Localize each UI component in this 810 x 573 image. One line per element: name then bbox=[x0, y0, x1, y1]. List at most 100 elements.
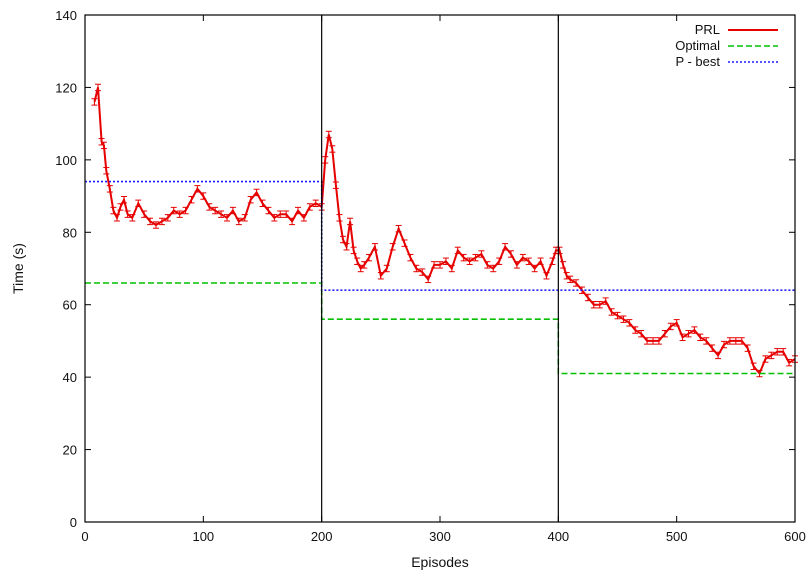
data-point bbox=[357, 264, 364, 273]
data-point bbox=[247, 195, 254, 204]
data-point bbox=[691, 326, 698, 334]
data-point bbox=[401, 239, 408, 247]
data-point bbox=[295, 206, 301, 215]
data-point bbox=[235, 217, 242, 226]
data-point bbox=[673, 319, 680, 327]
data-point bbox=[549, 257, 556, 265]
x-tick-label: 300 bbox=[429, 529, 451, 544]
data-point bbox=[383, 264, 390, 273]
data-point bbox=[366, 253, 372, 262]
data-point bbox=[732, 337, 739, 345]
data-point bbox=[567, 275, 574, 284]
axes: 0 100 200 300 400 500 600 0 20 40 60 80 100 120 140 bbox=[55, 8, 806, 544]
data-point bbox=[188, 195, 195, 204]
data-point bbox=[124, 210, 131, 218]
data-point bbox=[395, 224, 402, 233]
data-point bbox=[413, 264, 420, 273]
data-point bbox=[531, 264, 538, 273]
plot-area bbox=[85, 83, 798, 378]
data-point bbox=[95, 83, 102, 92]
data-point bbox=[176, 210, 183, 218]
data-point bbox=[513, 261, 520, 269]
data-point bbox=[650, 337, 656, 345]
data-point bbox=[129, 214, 136, 222]
data-point bbox=[738, 337, 745, 345]
data-point bbox=[389, 243, 396, 251]
data-point bbox=[224, 214, 230, 222]
data-point bbox=[117, 203, 124, 211]
legend-label: P - best bbox=[675, 54, 720, 69]
data-point bbox=[322, 156, 329, 164]
data-point bbox=[200, 192, 207, 200]
data-point bbox=[563, 272, 570, 280]
data-point bbox=[573, 279, 580, 287]
data-point bbox=[377, 272, 384, 280]
data-point bbox=[537, 257, 544, 265]
data-point bbox=[106, 185, 113, 193]
data-point bbox=[709, 344, 716, 352]
x-axis-label: Episodes bbox=[411, 554, 469, 570]
data-point bbox=[110, 206, 117, 215]
data-point bbox=[780, 348, 787, 356]
data-point bbox=[347, 217, 354, 226]
data-point bbox=[661, 329, 668, 338]
data-point bbox=[490, 264, 497, 273]
legend-item-p-best: P - best bbox=[675, 54, 778, 69]
legend-item-optimal: Optimal bbox=[675, 38, 778, 53]
data-point bbox=[608, 308, 615, 316]
data-point bbox=[350, 246, 357, 255]
data-point bbox=[519, 253, 526, 262]
series-line-optimal bbox=[85, 282, 795, 375]
data-point bbox=[241, 214, 248, 222]
y-tick-label: 120 bbox=[55, 80, 77, 95]
data-point bbox=[478, 250, 485, 258]
data-point bbox=[354, 257, 361, 265]
legend-label: Optimal bbox=[675, 38, 720, 53]
data-point bbox=[667, 322, 674, 331]
data-point bbox=[206, 203, 213, 211]
data-point bbox=[419, 268, 426, 276]
data-point bbox=[425, 275, 432, 284]
data-point bbox=[339, 235, 346, 244]
data-point bbox=[620, 315, 627, 323]
y-tick-label: 40 bbox=[63, 370, 77, 385]
data-point bbox=[472, 253, 479, 262]
data-point bbox=[153, 221, 159, 229]
y-tick-label: 20 bbox=[63, 443, 77, 458]
y-tick-label: 140 bbox=[55, 8, 77, 23]
data-point bbox=[147, 217, 154, 226]
data-point bbox=[271, 214, 278, 222]
data-point bbox=[158, 217, 165, 226]
data-point bbox=[371, 243, 378, 251]
y-tick-label: 100 bbox=[55, 153, 77, 168]
data-point bbox=[484, 261, 491, 269]
data-point bbox=[638, 329, 645, 338]
data-point bbox=[632, 326, 639, 334]
data-point bbox=[721, 340, 727, 349]
data-point bbox=[431, 261, 438, 269]
data-point bbox=[312, 199, 319, 208]
data-point bbox=[525, 257, 532, 265]
legend-item-prl: PRL bbox=[695, 22, 778, 37]
data-point bbox=[265, 206, 272, 215]
data-point bbox=[726, 337, 733, 345]
data-point bbox=[502, 243, 509, 251]
data-point bbox=[703, 337, 710, 345]
data-point bbox=[283, 210, 290, 218]
data-point bbox=[135, 199, 142, 208]
data-point bbox=[361, 261, 368, 269]
data-point bbox=[113, 214, 120, 222]
data-point bbox=[100, 141, 107, 150]
data-point bbox=[744, 344, 751, 352]
data-point bbox=[121, 195, 128, 204]
data-point bbox=[212, 206, 219, 215]
data-point bbox=[437, 261, 443, 269]
data-point bbox=[259, 199, 266, 208]
y-axis-label: Time (s) bbox=[10, 243, 26, 294]
y-tick-label: 60 bbox=[63, 298, 77, 313]
data-point bbox=[182, 206, 189, 215]
data-point bbox=[253, 188, 260, 197]
data-point bbox=[626, 319, 633, 327]
data-point bbox=[644, 337, 651, 345]
data-point bbox=[218, 210, 225, 218]
